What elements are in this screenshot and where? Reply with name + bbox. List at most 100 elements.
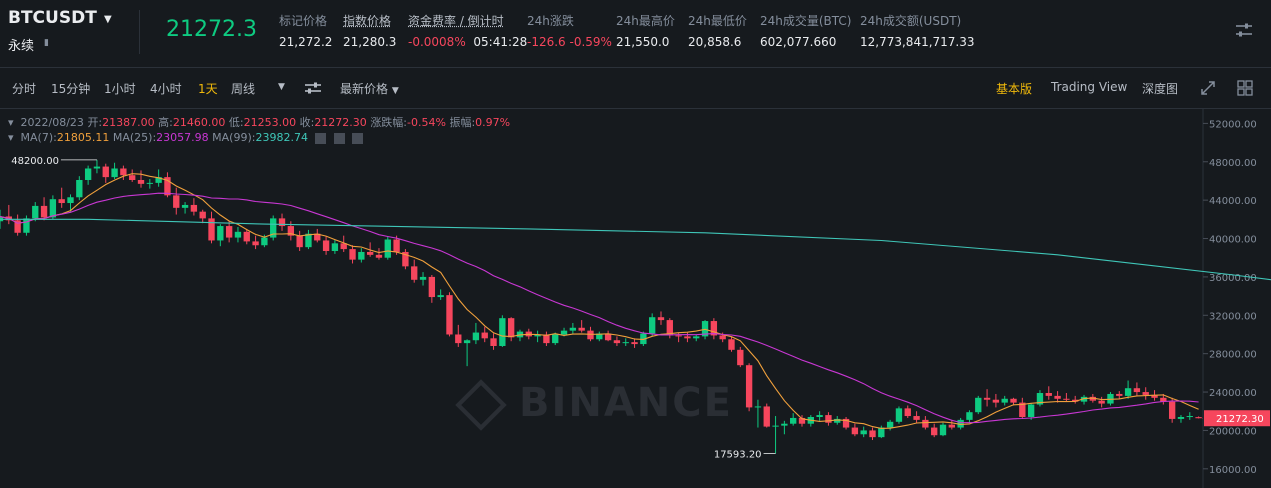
y-tick-label: 16000.00 xyxy=(1209,465,1257,476)
candle-body xyxy=(825,415,832,423)
stat-label: 24h涨跌 xyxy=(527,14,574,28)
candle-body xyxy=(199,211,206,219)
fullscreen-icon[interactable] xyxy=(1200,80,1216,96)
candle-body xyxy=(393,239,400,252)
view-depth[interactable]: 深度图 xyxy=(1142,82,1179,96)
candle-body xyxy=(1010,398,1017,403)
candle-body xyxy=(1133,388,1141,393)
funding-rate-stat[interactable]: 资金费率 / 倒计时 -0.0008% 05:41:28 xyxy=(408,12,527,49)
timeframe-1w[interactable]: 周线 xyxy=(231,82,256,96)
collapse-icon[interactable]: ▾ xyxy=(8,131,14,144)
stat-label: 指数价格 xyxy=(343,14,392,28)
candle-body xyxy=(173,195,180,208)
candle-body xyxy=(349,249,356,260)
candle-body xyxy=(384,239,391,258)
eye-icon[interactable] xyxy=(315,132,327,144)
close-icon[interactable] xyxy=(352,132,364,144)
stat-value: 21,272.2 xyxy=(279,35,333,49)
24h-high-stat: 24h最高价 21,550.0 xyxy=(616,12,675,49)
ma99-line xyxy=(0,218,1271,281)
timeframe-1h[interactable]: 1小时 xyxy=(104,82,136,96)
collapse-icon[interactable]: ▾ xyxy=(8,116,14,129)
candle-body xyxy=(834,418,841,423)
candle-body xyxy=(225,226,233,238)
low-value: 21253.00 xyxy=(243,116,297,129)
candle-body xyxy=(181,204,189,208)
candle-body xyxy=(860,430,867,435)
candle-body xyxy=(604,333,612,341)
close-label: 收: xyxy=(299,116,315,129)
candle-body xyxy=(992,399,1000,403)
high-label: 高: xyxy=(158,116,173,129)
timeframe-15m[interactable]: 15分钟 xyxy=(51,82,91,96)
view-basic[interactable]: 基本版 xyxy=(996,82,1033,96)
last-price: 21272.3 xyxy=(166,17,257,42)
candle-body xyxy=(939,424,947,436)
candle-body xyxy=(402,251,409,267)
contract-type: 永续 xyxy=(8,39,35,54)
price-type-label: 最新价格 xyxy=(340,82,389,96)
layout-grid-icon[interactable] xyxy=(1237,80,1253,96)
index-price-stat[interactable]: 指数价格 21,280.3 xyxy=(343,12,396,49)
candle-body xyxy=(67,197,74,204)
symbol-name[interactable]: BTCUSDT xyxy=(8,8,97,28)
stat-label: 标记价格 xyxy=(279,14,328,28)
settings-sliders-icon[interactable] xyxy=(1235,22,1253,38)
candle-body xyxy=(842,418,850,428)
candle-body xyxy=(481,332,488,339)
candle-body xyxy=(657,317,665,321)
candle-body xyxy=(472,332,480,341)
ma25-line xyxy=(0,192,1199,424)
candle-body xyxy=(1177,416,1185,419)
candle-body xyxy=(322,240,330,252)
timeframe-1d[interactable]: 1天 xyxy=(198,82,218,96)
open-label: 开: xyxy=(87,116,103,129)
candle-body xyxy=(719,335,726,340)
24h-volume-btc-stat: 24h成交量(BTC) 602,077.660 xyxy=(760,12,851,49)
more-timeframes-icon[interactable]: ▼ xyxy=(278,82,285,92)
candle-body xyxy=(358,251,365,260)
candle-body xyxy=(1063,398,1070,400)
candle-body xyxy=(499,318,506,346)
candle-body xyxy=(578,327,585,331)
candle-body xyxy=(1151,394,1158,398)
price-type-select[interactable]: 最新价格 ▼ xyxy=(340,80,399,97)
candle-body xyxy=(922,419,929,428)
candle-body xyxy=(190,204,198,212)
kline-chart[interactable]: BINANCE 52000.00 48000.00 44000.00 40000.00… xyxy=(0,109,1271,488)
timeframe-1m[interactable]: 分时 xyxy=(12,82,37,96)
candle-body xyxy=(948,424,955,428)
candle-body xyxy=(296,235,303,248)
view-tradingview[interactable]: Trading View xyxy=(1051,80,1128,94)
candle-body xyxy=(543,334,550,344)
24h-volume-usdt-stat: 24h成交额(USDT) 12,773,841,717.33 xyxy=(860,12,975,49)
min-price-label: 17593.20 xyxy=(714,450,762,461)
candle-body xyxy=(234,231,242,238)
candle-body xyxy=(1001,398,1008,403)
candle-body xyxy=(693,336,700,339)
candle-body xyxy=(728,339,735,350)
info-icon[interactable]: ▮ xyxy=(44,38,49,48)
candle-body xyxy=(869,430,876,438)
chart-toolbar: 分时 15分钟 1小时 4小时 1天 周线 ▼ 最新价格 ▼ 基本版 Tradi… xyxy=(0,68,1271,109)
timeframe-4h[interactable]: 4小时 xyxy=(150,82,182,96)
candle-body xyxy=(331,243,339,252)
candle-body xyxy=(1124,388,1132,396)
stat-value: 12,773,841,717.33 xyxy=(860,35,975,49)
stat-label: 24h最高价 xyxy=(616,14,675,28)
candle-body xyxy=(137,180,145,184)
symbol-dropdown-icon[interactable]: ▼ xyxy=(104,14,112,25)
candle-body xyxy=(270,218,277,238)
settings-icon[interactable] xyxy=(333,132,345,144)
candle-body xyxy=(816,415,823,417)
candle-body xyxy=(895,408,903,422)
candle-body xyxy=(886,421,894,428)
candle-body xyxy=(419,276,427,280)
y-tick-label: 44000.00 xyxy=(1209,196,1257,207)
indicator-settings-icon[interactable] xyxy=(304,81,322,95)
stat-label: 资金费率 / 倒计时 xyxy=(408,14,504,28)
candle-body xyxy=(58,199,65,204)
change-value: -0.54% xyxy=(407,116,446,129)
candle-body xyxy=(1089,396,1097,401)
candle-plot[interactable]: 52000.00 48000.00 44000.00 40000.00 36000.00… xyxy=(0,109,1271,488)
